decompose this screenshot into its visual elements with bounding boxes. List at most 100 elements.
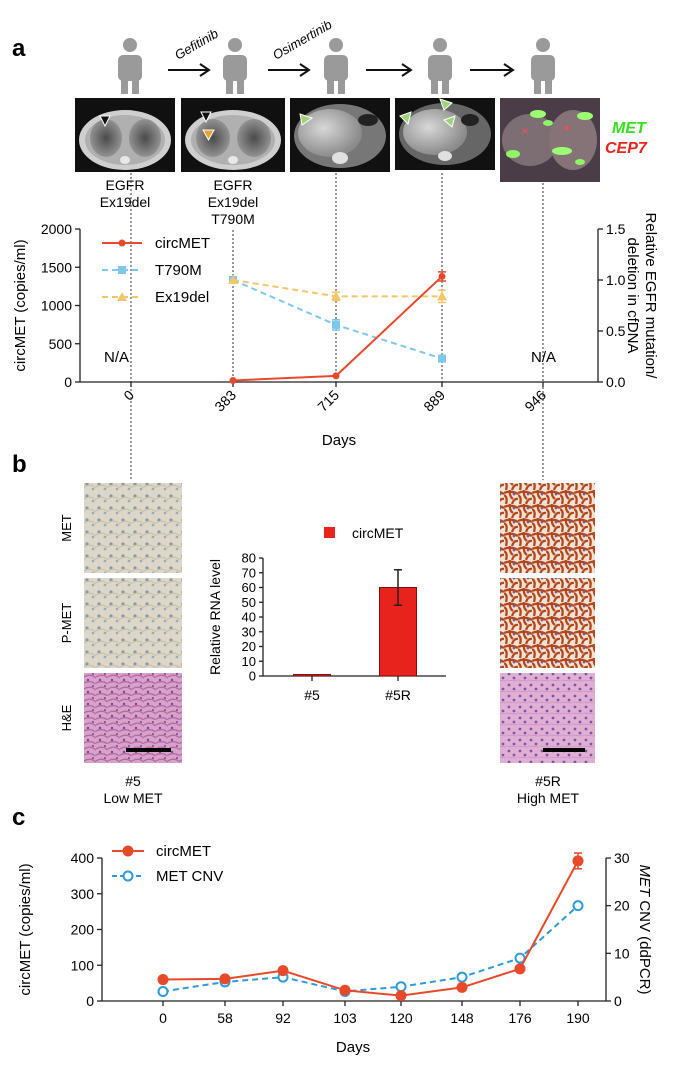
patient-head xyxy=(433,38,447,52)
ct-scan-liver-1 xyxy=(290,98,390,172)
series-circMET xyxy=(157,852,584,1002)
data-point-T790M xyxy=(332,320,340,329)
data-point-circMET xyxy=(157,974,169,986)
legend-swatch xyxy=(324,527,335,538)
x-tick-label: 120 xyxy=(389,1010,413,1026)
y-tick-label-right: 0.0 xyxy=(606,374,626,390)
x-tick-label: #5 xyxy=(304,687,320,703)
data-point-MET CNV xyxy=(395,981,407,993)
ihc-right-column xyxy=(500,483,595,763)
lesion-arrowhead-green-c xyxy=(443,115,456,128)
patient-leg-left xyxy=(226,78,233,94)
y-tick-label: 10 xyxy=(242,654,256,669)
patient-leg-left xyxy=(327,78,334,94)
fish-label-met: MET xyxy=(612,120,647,137)
patient-torso xyxy=(118,55,142,81)
x-axis-title: Days xyxy=(322,432,356,449)
legend-marker-circMET xyxy=(118,239,126,247)
fish-label-cep7: CEP7 xyxy=(605,140,648,157)
left-caption-line2: Low MET xyxy=(103,790,163,806)
na-label-day-0: N/A xyxy=(104,349,129,366)
scan1-caption-line1: EGFR xyxy=(106,177,145,193)
patient-torso xyxy=(428,55,452,81)
y-tick-label-right: 0.5 xyxy=(606,323,626,339)
ihc-pmet-low xyxy=(84,578,182,668)
patient-torso xyxy=(223,55,247,81)
legend-label-circMET: circMET xyxy=(155,235,210,252)
lesion-arrowhead-black-2 xyxy=(200,111,212,124)
row-label-he: H&E xyxy=(59,704,74,731)
series-circMET xyxy=(229,271,446,384)
y-axis-title: Relative RNA level xyxy=(207,559,223,675)
arrow-4 xyxy=(470,63,515,77)
ct-scan-chest-2 xyxy=(181,98,285,172)
y-tick-label-right: 10 xyxy=(614,945,630,961)
legend-marker-Ex19del xyxy=(117,292,127,301)
patient-head xyxy=(536,38,550,52)
data-point-circMET xyxy=(456,981,468,993)
arrow-2 xyxy=(268,63,311,77)
x-tick-label: 0 xyxy=(159,1010,167,1026)
y-tick-label-right: 30 xyxy=(614,850,630,866)
series-line-MET CNV xyxy=(162,904,579,993)
panel-c-label: c xyxy=(12,804,25,831)
patient-head xyxy=(329,38,343,52)
data-point-Ex19del xyxy=(331,291,341,301)
error-bar-#5R xyxy=(394,569,402,606)
x-tick-label: 148 xyxy=(450,1010,474,1026)
y-tick-label-right: 1.0 xyxy=(606,272,626,288)
y-tick-label-left: 1500 xyxy=(41,259,72,275)
left-caption-line1: #5 xyxy=(125,773,141,789)
series-line-circMET xyxy=(162,860,579,997)
panel-a-label: a xyxy=(12,35,26,62)
drug-osimertinib: Osimertinib xyxy=(270,17,334,63)
y-tick-label-right: 1.5 xyxy=(606,221,626,237)
scan1-caption-line2: Ex19del xyxy=(100,194,151,210)
ct-scan-liver-2 xyxy=(395,98,495,170)
y-tick-label: 50 xyxy=(242,595,256,610)
x-tick-label: #5R xyxy=(385,687,411,703)
y-tick-label-left: 400 xyxy=(71,850,95,866)
legend-label-MET CNV: MET CNV xyxy=(156,868,223,885)
patient-icon-2 xyxy=(223,38,247,94)
patient-leg-left xyxy=(534,78,541,94)
lesion-arrowhead-green-b xyxy=(399,111,412,125)
y-tick-label: 30 xyxy=(242,624,256,639)
series-Ex19del xyxy=(228,275,447,304)
ihc-met-low xyxy=(84,483,182,573)
y-tick-label-left: 0 xyxy=(86,993,94,1009)
y-axis-title-right-rest: CNV (ddPCR) xyxy=(636,896,653,994)
data-point-circMET xyxy=(229,376,237,384)
bar-#5 xyxy=(293,674,331,677)
data-point-MET CNV xyxy=(572,900,584,912)
patient-icon-5 xyxy=(531,38,555,94)
x-tick-label: 889 xyxy=(420,387,448,415)
patient-head xyxy=(228,38,242,52)
arrow-1 xyxy=(168,63,211,77)
data-point-MET CNV xyxy=(456,971,468,983)
patient-leg-right xyxy=(132,78,139,94)
chart-c-legend: circMET MET CNV xyxy=(112,843,223,885)
y-tick-label: 20 xyxy=(242,639,256,654)
scan2-caption-line3: T790M xyxy=(211,211,255,227)
x-tick-label: 946 xyxy=(521,387,549,415)
timeline-arrows xyxy=(168,63,515,77)
y-axis-title-right-gene: MET xyxy=(636,864,653,898)
patient-leg-left xyxy=(431,78,438,94)
y-tick-label-left: 200 xyxy=(71,922,95,938)
data-point-MET CNV xyxy=(157,985,169,997)
ihc-pmet-high xyxy=(500,578,595,668)
y-tick-label-left: 500 xyxy=(49,336,73,352)
y-tick-label: 70 xyxy=(242,565,256,580)
legend-label-Ex19del: Ex19del xyxy=(155,289,209,306)
y-tick-label-left: 0 xyxy=(64,374,72,390)
legend-marker-MET CNV xyxy=(122,870,134,882)
fish-image xyxy=(500,98,600,182)
scan2-caption-line1: EGFR xyxy=(214,177,253,193)
y-tick-label-right: 20 xyxy=(614,898,630,914)
series-T790M xyxy=(229,276,446,363)
y-tick-label-left: 300 xyxy=(71,886,95,902)
